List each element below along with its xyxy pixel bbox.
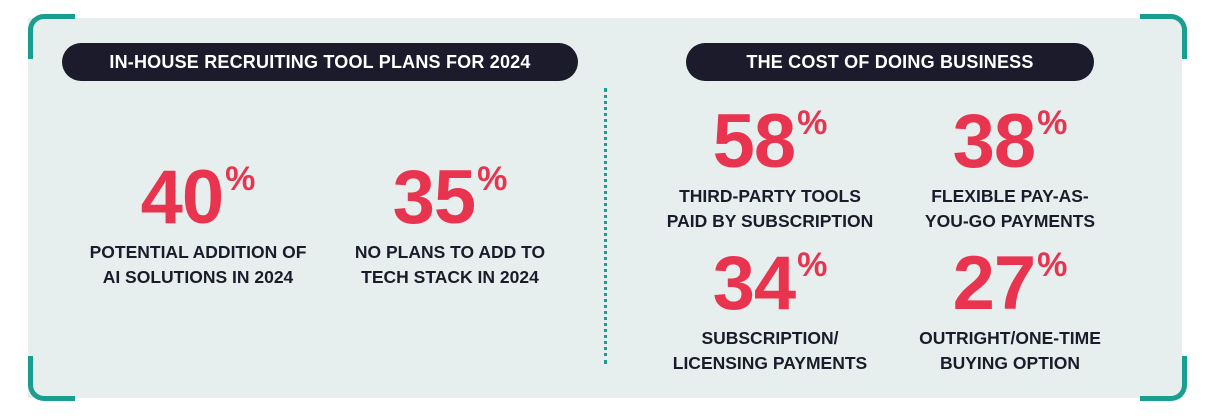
- stat-number: 34: [712, 241, 797, 326]
- percent-sign: %: [1037, 104, 1068, 142]
- stat-value: 27%: [890, 246, 1130, 322]
- frame-corner-bottom-left: [28, 356, 75, 401]
- caption-line: SUBSCRIPTION/: [701, 328, 839, 348]
- stat-caption: FLEXIBLE PAY-AS- YOU-GO PAYMENTS: [890, 184, 1130, 234]
- caption-line: AI SOLUTIONS IN 2024: [102, 267, 294, 287]
- stat-caption: SUBSCRIPTION/ LICENSING PAYMENTS: [640, 326, 900, 376]
- caption-line: LICENSING PAYMENTS: [672, 353, 868, 373]
- percent-sign: %: [797, 246, 828, 284]
- right-section-title: THE COST OF DOING BUSINESS: [686, 43, 1094, 81]
- caption-line: THIRD-PARTY TOOLS: [679, 186, 861, 206]
- stat-value: 35%: [330, 160, 570, 236]
- stat-value: 40%: [58, 160, 338, 236]
- caption-line: NO PLANS TO ADD TO: [354, 242, 546, 262]
- stat-no-plans: 35% NO PLANS TO ADD TO TECH STACK IN 202…: [330, 160, 570, 290]
- stat-pay-as-you-go: 38% FLEXIBLE PAY-AS- YOU-GO PAYMENTS: [890, 104, 1130, 234]
- percent-sign: %: [477, 160, 508, 198]
- stat-value: 38%: [890, 104, 1130, 180]
- stat-number: 27: [952, 241, 1037, 326]
- stat-ai-solutions: 40% POTENTIAL ADDITION OF AI SOLUTIONS I…: [58, 160, 338, 290]
- caption-line: POTENTIAL ADDITION OF: [89, 242, 307, 262]
- stat-caption: THIRD-PARTY TOOLS PAID BY SUBSCRIPTION: [640, 184, 900, 234]
- frame-corner-top-left: [28, 14, 75, 59]
- stat-caption: NO PLANS TO ADD TO TECH STACK IN 2024: [330, 240, 570, 290]
- stat-value: 58%: [640, 104, 900, 180]
- stat-number: 35: [392, 155, 477, 240]
- frame-corner-bottom-right: [1140, 356, 1187, 401]
- stat-number: 40: [140, 155, 225, 240]
- stat-value: 34%: [640, 246, 900, 322]
- frame-corner-top-right: [1140, 14, 1187, 59]
- caption-line: OUTRIGHT/ONE-TIME: [919, 328, 1101, 348]
- caption-line: BUYING OPTION: [939, 353, 1080, 373]
- stat-number: 58: [712, 99, 797, 184]
- caption-line: YOU-GO PAYMENTS: [924, 211, 1096, 231]
- caption-line: PAID BY SUBSCRIPTION: [666, 211, 874, 231]
- left-section-title: IN-HOUSE RECRUITING TOOL PLANS FOR 2024: [62, 43, 578, 81]
- section-divider: [604, 88, 607, 364]
- stat-licensing-payments: 34% SUBSCRIPTION/ LICENSING PAYMENTS: [640, 246, 900, 376]
- stat-third-party-subscription: 58% THIRD-PARTY TOOLS PAID BY SUBSCRIPTI…: [640, 104, 900, 234]
- caption-line: TECH STACK IN 2024: [361, 267, 539, 287]
- percent-sign: %: [225, 160, 256, 198]
- percent-sign: %: [1037, 246, 1068, 284]
- stat-caption: POTENTIAL ADDITION OF AI SOLUTIONS IN 20…: [58, 240, 338, 290]
- percent-sign: %: [797, 104, 828, 142]
- caption-line: FLEXIBLE PAY-AS-: [931, 186, 1089, 206]
- stat-number: 38: [952, 99, 1037, 184]
- stat-caption: OUTRIGHT/ONE-TIME BUYING OPTION: [890, 326, 1130, 376]
- stat-outright-buying: 27% OUTRIGHT/ONE-TIME BUYING OPTION: [890, 246, 1130, 376]
